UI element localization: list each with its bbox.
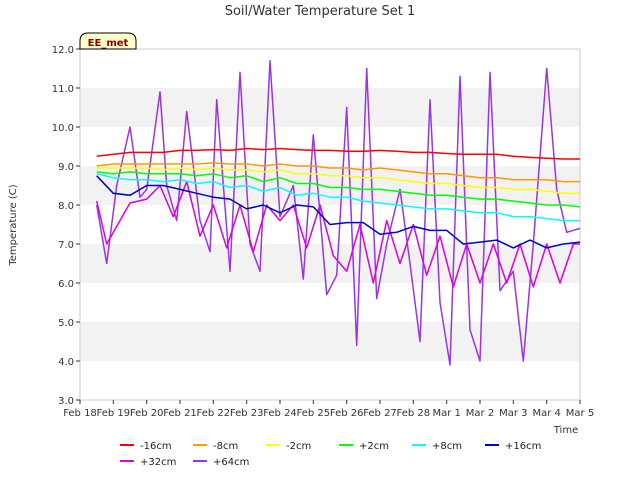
y-tick-label: 4.0 [58,357,74,368]
grid-band [80,322,580,361]
x-tick-label: Feb 25 [297,408,331,419]
y-axis: 3.0 4.0 5.0 6.0 7.0 8.0 9.0 10.0 11.0 12.0 [52,45,80,407]
y-tick-label: 8.0 [58,201,74,212]
legend-label: -2cm [286,441,311,452]
legend-label: +32cm [140,457,176,468]
x-tick-label: Feb 27 [363,408,397,419]
legend-label: -16cm [140,441,172,452]
grid-bands [80,88,580,361]
series-line-plus64cm [95,59,581,366]
series-line-minus2cm [96,167,580,195]
site-badge: EE_met [79,32,137,50]
x-tick-label: Feb 21 [163,408,197,419]
x-tick-label: Mar 5 [566,408,594,419]
series-line-plus8cm [96,173,580,222]
y-tick-label: 9.0 [58,162,74,173]
x-tick-label: Mar 3 [499,408,527,419]
legend-label: +2cm [359,441,389,452]
series-line-plus32cm [95,180,580,288]
x-tick-label: Feb 23 [230,408,264,419]
plot-area [95,59,581,366]
x-tick-label: Mar 4 [532,408,560,419]
grid-band [80,244,580,283]
site-badge-label: EE_met [88,38,129,49]
x-tick-label: Feb 19 [97,408,131,419]
series-line-plus2cm [96,171,581,208]
x-axis: Feb 18 Feb 19 Feb 20 Feb 21 Feb 22 Feb 23 Feb … [63,400,594,419]
series-line-minus16cm [96,147,580,160]
grid-band [80,88,580,127]
y-tick-label: 12.0 [52,45,74,56]
legend-label: +8cm [432,441,462,452]
y-tick-label: 10.0 [52,123,74,134]
y-tick-label: 5.0 [58,318,74,329]
legend-label: +16cm [505,441,541,452]
x-tick-label: Mar 1 [432,408,460,419]
x-tick-label: Feb 24 [263,408,297,419]
y-tick-label: 7.0 [58,240,74,251]
x-tick-label: Feb 22 [197,408,231,419]
x-axis-label: Time [553,425,578,436]
x-tick-label: Feb 26 [330,408,364,419]
legend-label: -8cm [213,441,238,452]
legend: -16cm -8cm -2cm +2cm +8cm +16cm +32cm +64cm [120,441,541,468]
x-tick-label: Feb 18 [63,408,97,419]
legend-label: +64cm [213,457,249,468]
y-axis-label: Temperature (C) [8,184,19,266]
plot-frame [79,48,581,401]
x-tick-label: Feb 28 [397,408,431,419]
series-line-plus16cm [96,175,581,249]
series-line-minus8cm [96,162,580,183]
y-tick-label: 11.0 [52,84,74,95]
x-tick-label: Mar 2 [466,408,494,419]
chart-title: Soil/Water Temperature Set 1 [225,4,416,19]
y-tick-label: 3.0 [58,396,74,407]
x-tick-label: Feb 20 [130,408,164,419]
y-tick-label: 6.0 [58,279,74,290]
